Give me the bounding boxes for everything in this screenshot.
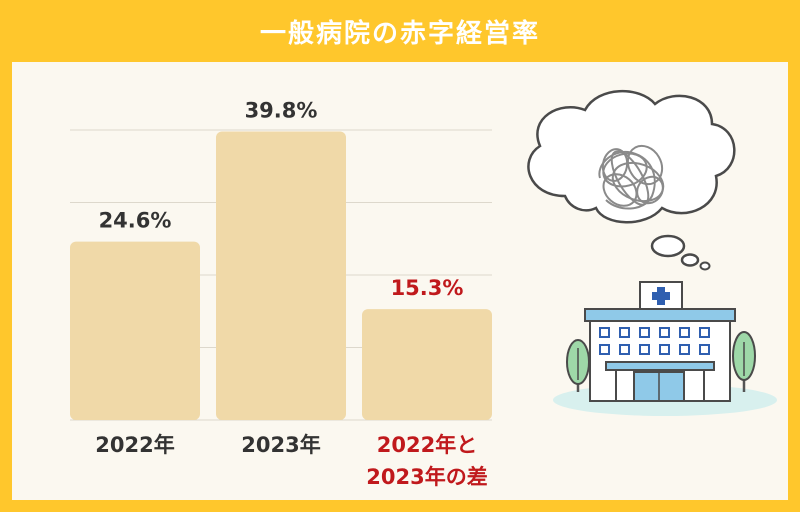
- category-label: 2023年の差: [366, 465, 487, 489]
- data-label: 24.6%: [99, 209, 172, 233]
- bar: [216, 131, 346, 420]
- data-label: 39.8%: [245, 98, 318, 122]
- page-title: 一般病院の赤字経営率: [259, 18, 540, 49]
- hospital-building-icon: [584, 281, 736, 402]
- category-label: 2022年: [95, 433, 174, 457]
- bar: [70, 241, 200, 420]
- tangled-scribble-icon: [598, 144, 665, 210]
- thought-cloud-icon: [527, 90, 736, 271]
- tree-icon: [566, 339, 590, 392]
- category-label: 2023年: [241, 433, 320, 457]
- cross-icon: [652, 287, 670, 305]
- tree-icon: [732, 331, 756, 392]
- data-label: 15.3%: [391, 276, 464, 300]
- category-label: 2022年と: [377, 433, 477, 457]
- bar: [362, 309, 492, 420]
